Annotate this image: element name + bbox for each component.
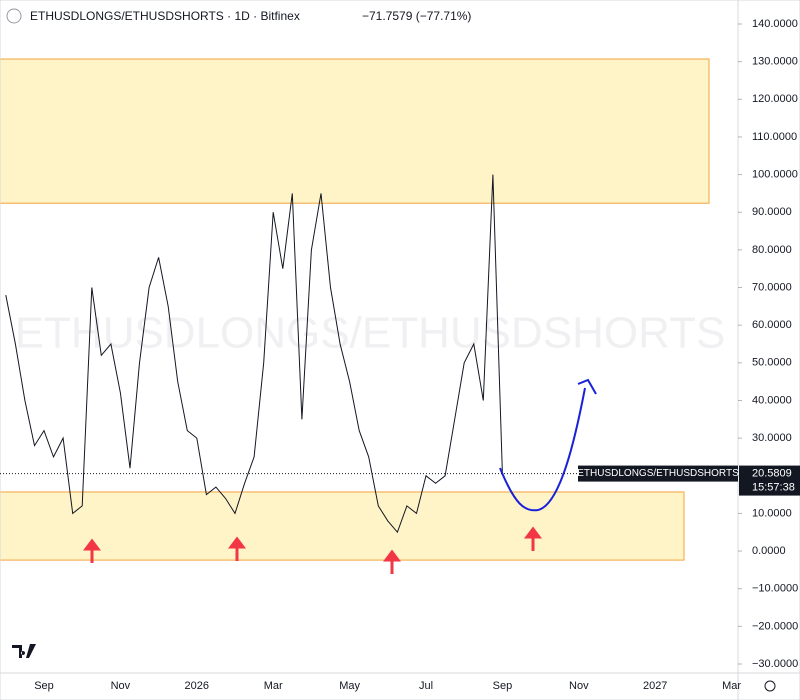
x-tick-label: Sep bbox=[34, 680, 54, 692]
series-name-label: ETHUSDLONGS/ETHUSDSHORTS bbox=[577, 468, 739, 479]
gear bbox=[764, 680, 776, 692]
y-tick-label: 30.0000 bbox=[752, 432, 792, 444]
x-tick-label: Jul bbox=[419, 680, 433, 692]
x-tick-label: Nov bbox=[111, 680, 131, 692]
symbol-title: ETHUSDLONGS/ETHUSDSHORTS · 1D · Bitfinex bbox=[30, 9, 300, 23]
y-tick-label: 120.0000 bbox=[752, 93, 798, 105]
x-tick-label: Mar bbox=[264, 680, 283, 692]
y-tick-label: −20.0000 bbox=[752, 620, 798, 632]
y-tick-label: 60.0000 bbox=[752, 319, 792, 331]
x-tick-label: Nov bbox=[569, 680, 589, 692]
zone bbox=[0, 491, 685, 561]
y-tick-label: 140.0000 bbox=[752, 18, 798, 30]
y-tick-label: 0.0000 bbox=[752, 545, 786, 557]
y-tick-label: −10.0000 bbox=[752, 583, 798, 595]
projection-curve bbox=[499, 387, 586, 512]
y-tick-label: 50.0000 bbox=[752, 357, 792, 369]
x-tick-label: May bbox=[339, 680, 360, 692]
x-tick-label: 2026 bbox=[185, 680, 209, 692]
x-tick-label: Mar bbox=[722, 680, 741, 692]
y-tick-label: −30.0000 bbox=[752, 658, 798, 670]
collapse-button[interactable] bbox=[6, 8, 22, 24]
arrow bbox=[383, 549, 401, 574]
countdown-label: 15:57:38 bbox=[752, 481, 795, 493]
change-label: −71.7579 (−77.71%) bbox=[362, 9, 471, 23]
series-name-box bbox=[578, 465, 738, 482]
price-box bbox=[739, 465, 800, 496]
arrow bbox=[228, 536, 246, 561]
y-tick-label: 80.0000 bbox=[752, 244, 792, 256]
y-tick-label: 10.0000 bbox=[752, 507, 792, 519]
x-tick-label: 2027 bbox=[643, 680, 667, 692]
y-tick-label: 90.0000 bbox=[752, 206, 792, 218]
arrows bbox=[83, 526, 542, 574]
zone bbox=[0, 58, 710, 204]
y-tick-label: 130.0000 bbox=[752, 56, 798, 68]
arrow bbox=[524, 526, 542, 551]
price-line bbox=[5, 174, 503, 534]
arrow bbox=[83, 538, 101, 563]
settings-button[interactable] bbox=[764, 680, 776, 692]
y-tick-label: 100.0000 bbox=[752, 168, 798, 180]
y-tick-label: 70.0000 bbox=[752, 281, 792, 293]
price-label: 20.5809 bbox=[752, 467, 792, 479]
x-tick-label: Sep bbox=[493, 680, 513, 692]
tv-logo bbox=[12, 644, 36, 658]
y-tick-label: 110.0000 bbox=[752, 131, 797, 143]
y-tick-label: 40.0000 bbox=[752, 394, 792, 406]
watermark: ETHUSDLONGS/ETHUSDSHORTS bbox=[15, 309, 726, 358]
projection-arrowhead bbox=[577, 378, 597, 395]
